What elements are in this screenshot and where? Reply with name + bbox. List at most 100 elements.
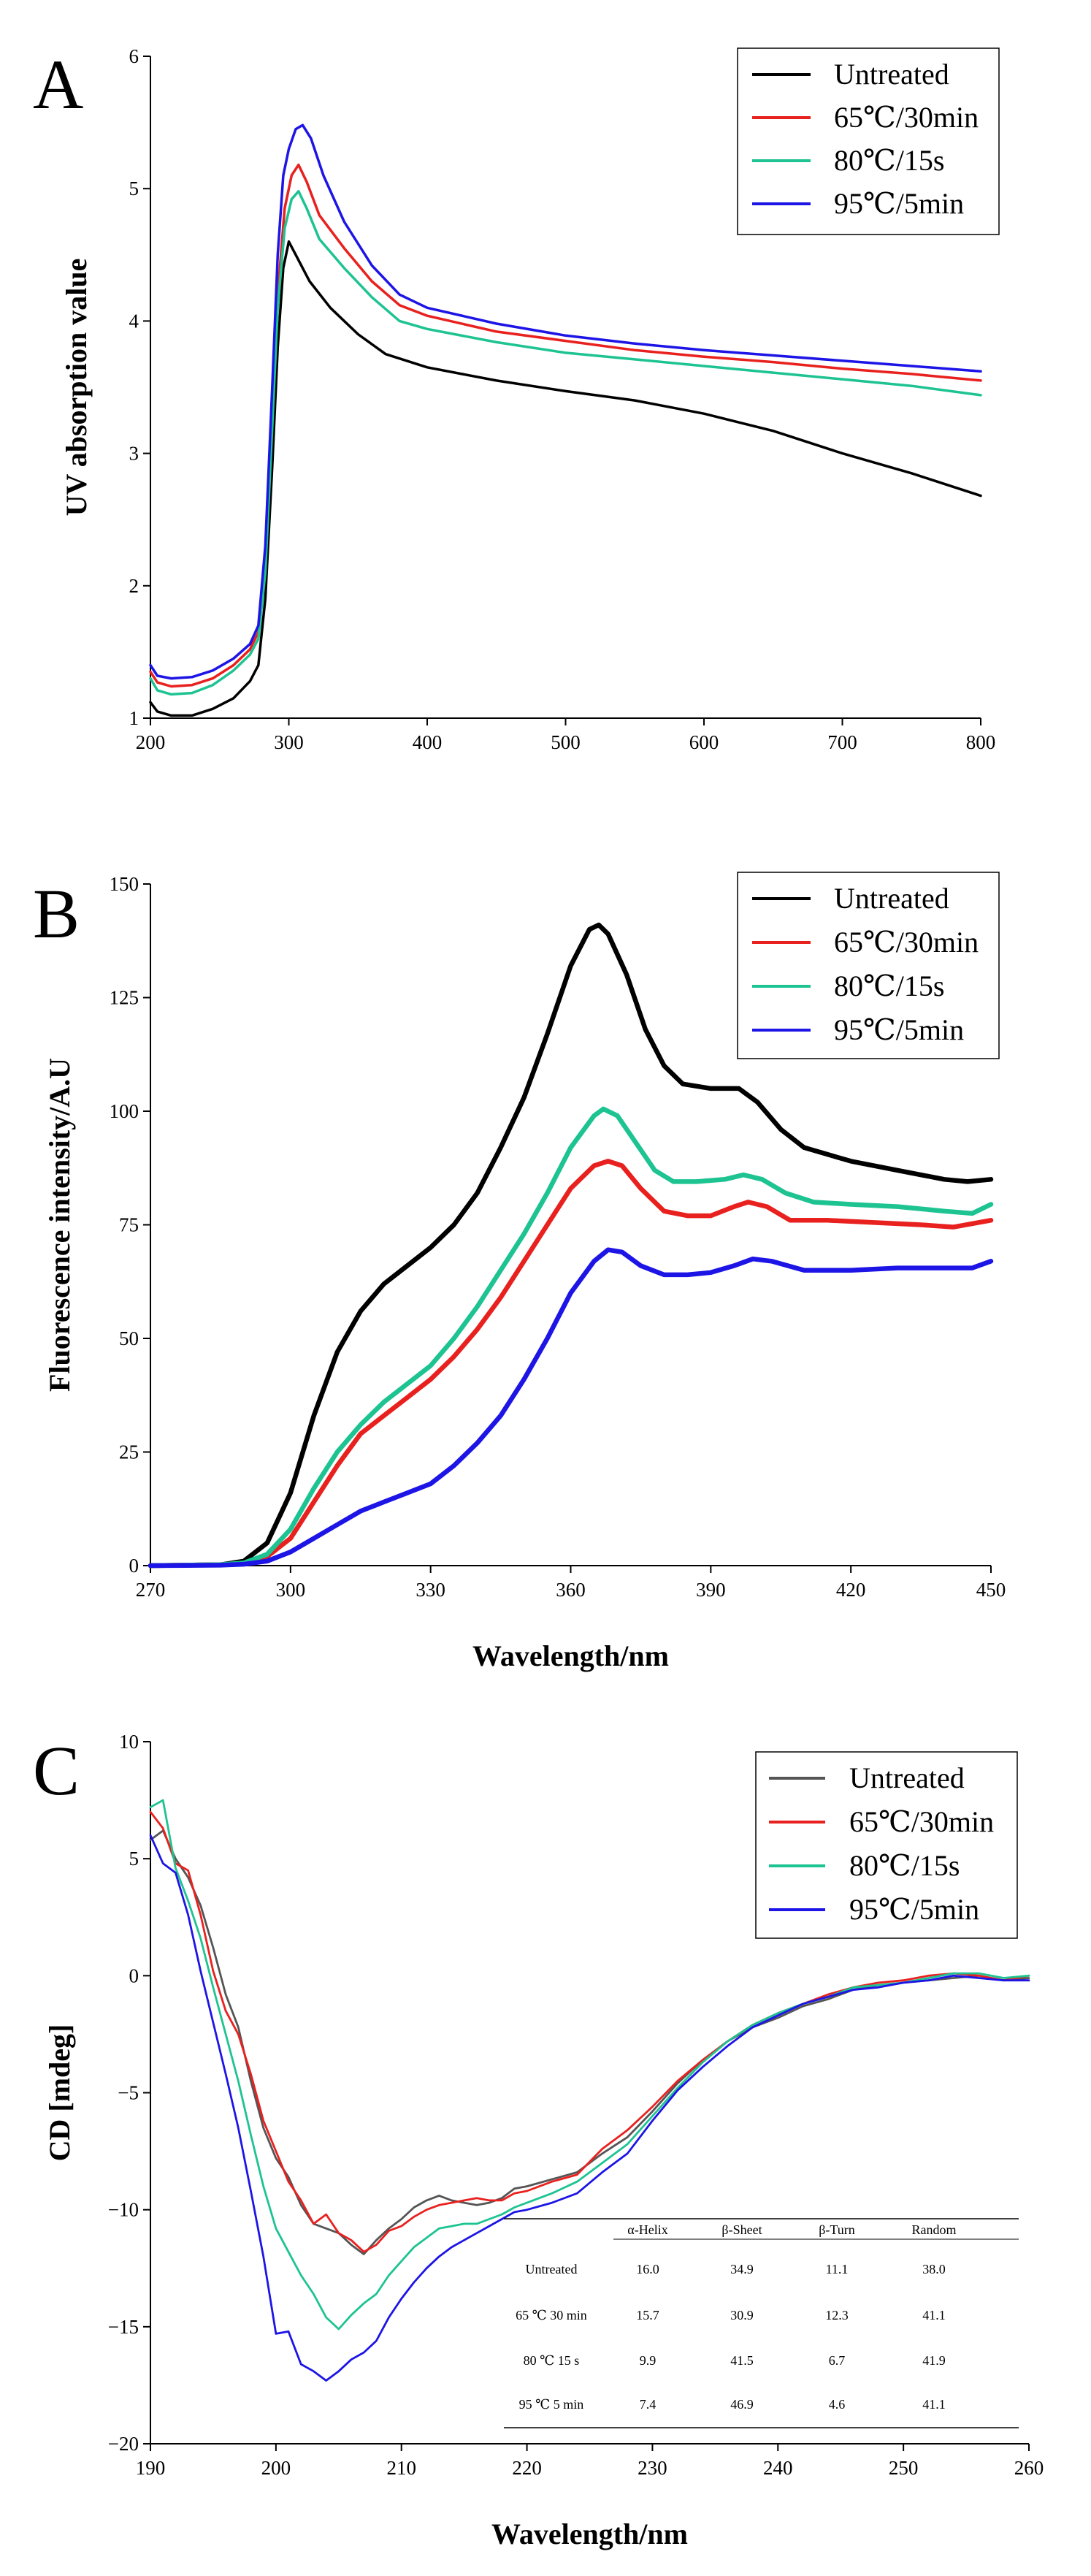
panel-a-legend-label-4: 95℃/5min bbox=[834, 187, 964, 220]
panel-c-y-tick-label: −5 bbox=[118, 2082, 139, 2104]
panel-b-series-line-2 bbox=[148, 1159, 994, 1569]
panel-a-legend-label-1: Untreated bbox=[834, 58, 949, 91]
panel-b-y-tick-label: 100 bbox=[110, 1100, 139, 1122]
panel-c-x-tick-label: 190 bbox=[136, 2457, 166, 2479]
panel-c-y-tick-label: −15 bbox=[108, 2316, 139, 2338]
inset-table-cell: 41.1 bbox=[922, 2397, 946, 2412]
panel-c-series-line-4 bbox=[149, 1834, 1030, 2382]
inset-table-cell: 34.9 bbox=[730, 2262, 754, 2276]
panel-b-legend-box bbox=[737, 872, 1000, 1059]
panel-c-y-tick-label: 10 bbox=[119, 1731, 139, 1753]
panel-b-series-line-1 bbox=[148, 922, 994, 1569]
inset-table-row-label: Untreated bbox=[526, 2262, 578, 2276]
panel-b-y-axis-title: Fluorescence intensity/A.U bbox=[43, 1058, 76, 1392]
panel-a-y-tick-label: 5 bbox=[129, 178, 139, 199]
panel-c-x-tick-label: 200 bbox=[261, 2457, 291, 2479]
panel-a-y-tick-label: 6 bbox=[129, 45, 139, 67]
panel-b-y-tick-label: 150 bbox=[110, 873, 139, 895]
panel-a-letter: A bbox=[33, 45, 83, 123]
inset-table-header: Random bbox=[912, 2222, 957, 2237]
panel-b-y-tick-label: 50 bbox=[119, 1327, 139, 1349]
inset-table-cell: 12.3 bbox=[825, 2308, 849, 2322]
panel-b-series-line-4 bbox=[148, 1247, 994, 1569]
inset-table-cell: 6.7 bbox=[829, 2353, 846, 2368]
panel-a-y-tick-label: 3 bbox=[129, 443, 139, 465]
panel-c-x-tick-label: 240 bbox=[763, 2457, 793, 2479]
panel-a-y-axis-title: UV absorption value bbox=[60, 259, 93, 517]
panel-a-y-tick-label: 2 bbox=[129, 575, 139, 597]
panel-c-x-axis-title: Wavelength/nm bbox=[491, 2518, 688, 2550]
panel-b-x-tick-label: 300 bbox=[276, 1579, 306, 1601]
panel-c-y-axis-title: CD [mdeg] bbox=[43, 2024, 76, 2162]
inset-table-cell: 16.0 bbox=[636, 2262, 659, 2276]
panel-c-x-tick-label: 250 bbox=[889, 2457, 919, 2479]
panel-b-x-tick-label: 270 bbox=[136, 1579, 166, 1601]
inset-table-cell: 11.1 bbox=[826, 2262, 849, 2276]
panel-a-y-tick-label: 4 bbox=[129, 310, 139, 332]
inset-table-cell: 41.1 bbox=[922, 2308, 946, 2322]
panel-a-series-line-2 bbox=[149, 163, 982, 688]
panel-c-legend-box bbox=[755, 1751, 1018, 1939]
inset-table-cell: 15.7 bbox=[636, 2308, 659, 2322]
inset-table-cell: 46.9 bbox=[730, 2397, 754, 2412]
panel-b-legend-label-1: Untreated bbox=[834, 882, 949, 915]
panel-b-y-tick-label: 0 bbox=[129, 1555, 139, 1577]
panel-c-y-tick-label: 5 bbox=[129, 1848, 139, 1870]
panel-c-legend-label-2: 65℃/30min bbox=[849, 1805, 994, 1838]
inset-table-row-label: 65 ℃ 30 min bbox=[516, 2308, 587, 2322]
panel-b-x-axis-title: Wavelength/nm bbox=[472, 1639, 669, 1672]
panel-c-y-tick-label: 0 bbox=[129, 1965, 139, 1986]
panel-c-y-tick-label: −20 bbox=[108, 2433, 139, 2455]
panel-b-x-tick-label: 420 bbox=[836, 1579, 866, 1601]
panel-c-x-tick-label: 220 bbox=[512, 2457, 542, 2479]
panel-a-x-tick-label: 700 bbox=[827, 731, 857, 753]
panel-a-series-line-3 bbox=[149, 190, 982, 696]
panel-a-series-line-1 bbox=[149, 240, 982, 717]
panel-b-legend-label-4: 95℃/5min bbox=[834, 1013, 964, 1046]
panel-c-x-tick-label: 260 bbox=[1014, 2457, 1044, 2479]
panel-c-letter: C bbox=[33, 1731, 80, 1810]
inset-table-cell: 30.9 bbox=[730, 2308, 754, 2322]
panel-a-x-tick-label: 200 bbox=[136, 731, 166, 753]
inset-table-header: β-Sheet bbox=[721, 2222, 762, 2237]
panel-b-x-tick-label: 360 bbox=[556, 1579, 586, 1601]
panel-b-series-line-3 bbox=[148, 1106, 994, 1569]
panel-c-legend-label-1: Untreated bbox=[849, 1761, 965, 1794]
panel-c-y-tick-label: −10 bbox=[108, 2199, 139, 2221]
panel-a-series-line-4 bbox=[149, 123, 982, 680]
inset-table-row-label: 80 ℃ 15 s bbox=[524, 2353, 580, 2368]
inset-table-cell: 7.4 bbox=[640, 2397, 656, 2412]
panel-b-letter: B bbox=[33, 874, 80, 953]
panel-c-legend-label-4: 95℃/5min bbox=[849, 1893, 979, 1926]
panel-b-y-tick-label: 125 bbox=[110, 987, 139, 1009]
panel-b-legend-label-2: 65℃/30min bbox=[834, 926, 979, 959]
panel-a-x-tick-label: 400 bbox=[413, 731, 443, 753]
panel-a-y-tick-label: 1 bbox=[129, 707, 139, 729]
panel-a-x-tick-label: 500 bbox=[551, 731, 581, 753]
inset-table-cell: 9.9 bbox=[640, 2353, 656, 2368]
panel-b-legend-label-3: 80℃/15s bbox=[834, 969, 944, 1002]
inset-table-cell: 41.9 bbox=[922, 2353, 946, 2368]
panel-a-legend-label-2: 65℃/30min bbox=[834, 101, 979, 134]
panel-c-series-line-2 bbox=[149, 1810, 1030, 2253]
inset-table-cell: 4.6 bbox=[829, 2397, 846, 2412]
panel-b-y-tick-label: 75 bbox=[119, 1214, 139, 1236]
panel-b-x-tick-label: 450 bbox=[976, 1579, 1006, 1601]
inset-table-header: β-Turn bbox=[819, 2222, 855, 2237]
panel-c-legend-label-3: 80℃/15s bbox=[849, 1849, 960, 1882]
panel-c-series-line-1 bbox=[149, 1829, 1030, 2255]
inset-table-row-label: 95 ℃ 5 min bbox=[519, 2397, 584, 2412]
panel-c-x-tick-label: 230 bbox=[638, 2457, 667, 2479]
panel-a-legend-label-3: 80℃/15s bbox=[834, 144, 944, 177]
panel-a-x-tick-label: 800 bbox=[966, 731, 996, 753]
panel-b-x-tick-label: 390 bbox=[696, 1579, 726, 1601]
panel-b-x-tick-label: 330 bbox=[416, 1579, 445, 1601]
panel-a-x-tick-label: 600 bbox=[689, 731, 719, 753]
panel-a-x-tick-label: 300 bbox=[274, 731, 304, 753]
inset-table-cell: 41.5 bbox=[730, 2353, 754, 2368]
inset-table-cell: 38.0 bbox=[922, 2262, 946, 2276]
inset-table-header: α-Helix bbox=[627, 2222, 667, 2237]
panel-c-x-tick-label: 210 bbox=[386, 2457, 416, 2479]
panel-b-y-tick-label: 25 bbox=[119, 1441, 139, 1463]
